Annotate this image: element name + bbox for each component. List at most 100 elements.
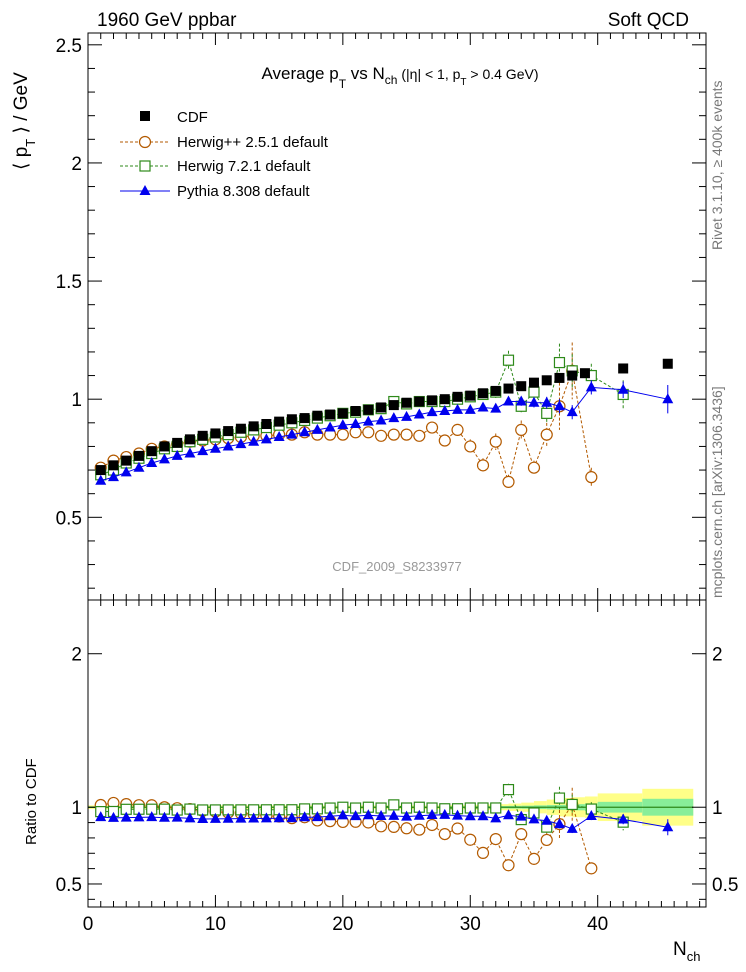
data-point-pythia-8-308-default [171, 449, 183, 460]
mcplots-label: mcplots.cern.ch [arXiv:1306.3436] [709, 386, 725, 598]
data-point-cdf [133, 450, 144, 461]
ratio-point-pythia-8-308-default [158, 811, 170, 822]
data-point-herwig-2-5-1-default [374, 429, 388, 442]
data-point-pythia-8-308-default [585, 381, 597, 392]
data-point-cdf [248, 421, 259, 432]
data-point-cdf [350, 406, 361, 416]
ratio-point-pythia-8-308-default [311, 811, 323, 822]
data-point-pythia-8-308-default [350, 417, 362, 428]
data-point-pythia-8-308-default [362, 415, 374, 426]
legend: CDF Herwig++ 2.5.1 default Herwig 7.2.1 … [120, 109, 329, 200]
analysis-id: CDF_2009_S8233977 [332, 559, 461, 574]
data-point-cdf [427, 395, 438, 406]
ratio-tick-label-left: 0.5 [56, 875, 82, 896]
ratio-point-pythia-8-308-default [146, 811, 158, 822]
data-point-herwig-2-5-1-default [464, 440, 477, 453]
legend-herwigpp-marker [138, 135, 152, 149]
data-point-cdf [159, 441, 170, 452]
data-point-pythia-8-308-default [413, 408, 425, 419]
ratio-point-pythia-8-308-default [273, 812, 285, 823]
data-point-cdf [184, 434, 195, 445]
data-point-cdf [452, 391, 463, 402]
data-point-pythia-8-308-default [222, 440, 234, 451]
data-point-cdf [337, 408, 348, 419]
rivet-label: Rivet 3.1.10, ≥ 400k events [709, 80, 725, 250]
ratio-panel-frame [87, 599, 707, 908]
data-point-pythia-8-308-default [528, 396, 540, 407]
data-point-pythia-8-308-default [146, 456, 158, 467]
ratio-point-pythia-8-308-default [260, 812, 272, 823]
data-point-herwig-2-5-1-default [349, 426, 362, 439]
data-point-pythia-8-308-default [617, 383, 629, 394]
ratio-point-pythia-8-308-default [235, 812, 247, 823]
ratio-point-pythia-8-308-default [171, 811, 183, 822]
data-point-herwig-2-5-1-default [438, 434, 451, 447]
ratio-point-pythia-8-308-default [375, 809, 387, 820]
data-point-herwig-2-5-1-default [413, 429, 426, 442]
ratio-point-pythia-8-308-default [426, 808, 438, 819]
data-point-cdf [376, 402, 387, 413]
ratio-point-pythia-8-308-default [197, 813, 209, 824]
ratio-point-pythia-8-308-default [439, 808, 451, 819]
data-point-herwig-7-2-1-default [541, 407, 553, 419]
data-point-pythia-8-308-default [299, 426, 311, 437]
data-point-herwig-7-2-1-default [502, 354, 515, 366]
data-point-cdf [618, 363, 629, 374]
data-point-pythia-8-308-default [490, 402, 502, 413]
data-point-herwig-2-5-1-default [425, 421, 439, 434]
data-point-cdf [261, 418, 272, 429]
ratio-point-pythia-8-308-default [120, 811, 132, 822]
ratio-point-herwig-2-5-1-default [464, 833, 477, 846]
data-point-pythia-8-308-default [464, 403, 476, 414]
ratio-point-pythia-8-308-default [350, 810, 362, 821]
data-point-pythia-8-308-default [477, 401, 489, 412]
data-point-cdf [299, 413, 310, 424]
data-point-cdf [541, 375, 552, 386]
ratio-point-pythia-8-308-default [541, 814, 553, 825]
ratio-point-pythia-8-308-default [286, 812, 298, 823]
ratio-point-pythia-8-308-default [337, 809, 349, 820]
y-tick-label: 1.5 [56, 272, 82, 293]
ratio-point-herwig-2-5-1-default [400, 822, 413, 835]
data-point-cdf [210, 428, 221, 439]
data-point-cdf [414, 396, 425, 407]
data-point-cdf [579, 368, 590, 379]
ratio-point-pythia-8-308-default [95, 811, 107, 822]
ratio-point-pythia-8-308-default [553, 818, 565, 829]
ratio-point-herwig-2-5-1-default [374, 820, 388, 833]
data-point-pythia-8-308-default [502, 395, 514, 406]
legend-cdf-label: CDF [177, 109, 208, 126]
data-point-pythia-8-308-default [209, 442, 221, 453]
ratio-point-pythia-8-308-default [388, 809, 400, 820]
data-point-pythia-8-308-default [388, 412, 400, 423]
x-axis-label: Nch [673, 939, 700, 964]
data-point-pythia-8-308-default [286, 428, 298, 439]
data-point-cdf [388, 400, 399, 411]
data-point-pythia-8-308-default [184, 447, 196, 458]
ratio-tick-label-right: 2 [712, 645, 723, 666]
series-line-herwig-7-2-1-default [100, 358, 624, 476]
data-point-pythia-8-308-default [401, 410, 413, 421]
data-point-cdf [439, 394, 450, 405]
data-point-cdf [197, 430, 208, 441]
data-point-herwig-2-5-1-default [489, 435, 502, 448]
ratio-point-herwig-2-5-1-default [438, 827, 451, 841]
data-point-pythia-8-308-default [426, 406, 438, 417]
y-tick-label: 0.5 [56, 508, 82, 529]
legend-pythia-label: Pythia 8.308 default [177, 183, 310, 200]
ratio-y-axis-label: Ratio to CDF [23, 758, 40, 845]
data-point-cdf [108, 460, 119, 471]
data-point-cdf [528, 377, 539, 388]
ratio-point-herwig-2-5-1-default [451, 822, 464, 835]
data-point-herwig-2-5-1-default [451, 423, 464, 436]
data-point-herwig-2-5-1-default [515, 423, 528, 436]
data-point-herwig-2-5-1-default [476, 459, 490, 472]
data-point-pythia-8-308-default [248, 435, 260, 446]
data-point-pythia-8-308-default [273, 430, 285, 441]
legend-herwig7-marker [139, 160, 151, 172]
ratio-point-pythia-8-308-default [184, 812, 196, 823]
data-point-herwig-2-5-1-default [585, 471, 598, 484]
ratio-point-pythia-8-308-default [515, 810, 527, 821]
data-point-cdf [516, 381, 527, 392]
data-point-pythia-8-308-default [553, 400, 565, 411]
